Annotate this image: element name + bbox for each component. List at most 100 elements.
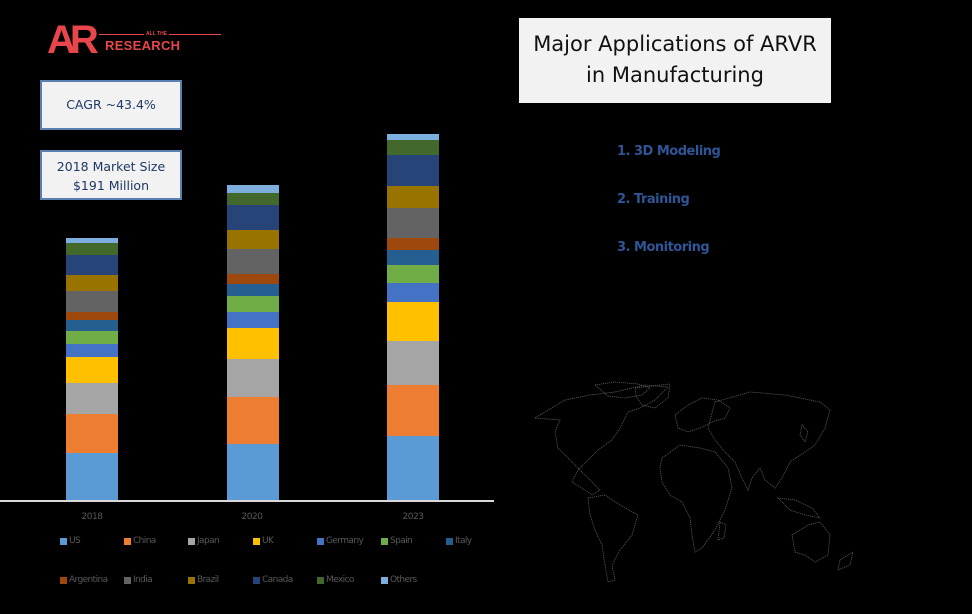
bar-segment-us	[66, 453, 118, 500]
legend-item-uk: UK	[253, 536, 274, 546]
world-map-icon	[533, 381, 854, 583]
application-item: 1. 3D Modeling	[617, 144, 721, 159]
legend-label: China	[133, 536, 156, 546]
legend-row: Argentina India Brazil Canada Mexico Others	[60, 575, 500, 614]
bar-segment-japan	[387, 341, 439, 385]
legend-row: US China Japan UK Germany Spain Italy	[60, 536, 500, 575]
market-size-label: 2018 Market Size	[56, 159, 166, 174]
legend-label: India	[133, 575, 153, 585]
bar-segment-india	[66, 291, 118, 312]
title-line-1: Major Applications of ARVR	[533, 32, 817, 56]
x-tick-label: 2018	[81, 512, 103, 522]
bar-segment-uk	[387, 302, 439, 341]
bar-segment-italy	[387, 250, 439, 265]
legend-swatch	[446, 537, 453, 545]
market-size-value: $191 Million	[72, 178, 150, 193]
bar-segment-germany	[66, 344, 118, 357]
bar-segment-others	[227, 185, 279, 193]
legend-swatch	[253, 576, 260, 584]
application-item: 2. Training	[617, 192, 690, 207]
bar-segment-mexico	[387, 140, 439, 155]
bar-segment-uk	[227, 328, 279, 359]
applications-list: 1. 3D Modeling 2. Training 3. Monitoring	[617, 140, 721, 284]
bar-segment-argentina	[66, 312, 118, 320]
bar-segment-others	[387, 134, 439, 140]
legend-item-us: US	[60, 536, 81, 546]
legend-item-italy: Italy	[446, 536, 472, 546]
legend-swatch	[124, 537, 131, 545]
bar-segment-canada	[387, 155, 439, 186]
stacked-bar-chart: 2018 2020 2023 US China Japan UK Germany Spai…	[0, 134, 500, 614]
logo-tagline: ALL THE	[144, 31, 170, 37]
bar-segment-us	[387, 436, 439, 500]
bar-segment-brazil	[387, 186, 439, 208]
legend-item-argentina: Argentina	[60, 575, 108, 585]
bar-segment-china	[387, 385, 439, 436]
legend-label: Others	[390, 575, 417, 585]
bar-2020	[227, 185, 279, 500]
legend-item-germany: Germany	[317, 536, 364, 546]
legend-swatch	[317, 537, 324, 545]
legend-label: US	[69, 536, 81, 546]
legend-swatch	[253, 537, 260, 545]
bar-segment-japan	[227, 359, 279, 397]
legend-item-brazil: Brazil	[188, 575, 219, 585]
bar-segment-others	[66, 238, 118, 243]
logo: AR ALL THE RESEARCH	[47, 18, 221, 64]
legend-swatch	[60, 576, 67, 584]
bar-segment-germany	[227, 312, 279, 328]
legend-swatch	[381, 576, 388, 584]
bar-segment-mexico	[227, 193, 279, 205]
bar-segment-argentina	[387, 238, 439, 250]
legend-swatch	[317, 576, 324, 584]
legend-swatch	[381, 537, 388, 545]
title-line-2: in Manufacturing	[586, 63, 764, 87]
bar-segment-italy	[66, 320, 118, 331]
logo-wordmark: RESEARCH	[105, 38, 181, 53]
legend-label: UK	[262, 536, 274, 546]
legend-label: Spain	[390, 536, 413, 546]
bar-segment-india	[227, 249, 279, 274]
legend-item-canada: Canada	[253, 575, 293, 585]
bar-segment-italy	[227, 284, 279, 296]
logo-mark: AR	[47, 18, 99, 62]
legend-item-spain: Spain	[381, 536, 413, 546]
bar-segment-argentina	[227, 274, 279, 284]
legend-label: Mexico	[326, 575, 354, 585]
legend-swatch	[188, 576, 195, 584]
legend-item-mexico: Mexico	[317, 575, 354, 585]
legend-label: Japan	[197, 536, 220, 546]
bar-segment-canada	[227, 205, 279, 230]
cagr-text: CAGR ~43.4%	[66, 97, 156, 112]
legend-label: Argentina	[69, 575, 108, 585]
legend-item-others: Others	[381, 575, 417, 585]
x-tick-label: 2020	[241, 512, 263, 522]
bar-segment-india	[387, 208, 439, 238]
bar-segment-uk	[66, 357, 118, 383]
bar-segment-brazil	[66, 275, 118, 291]
bar-segment-germany	[387, 283, 439, 302]
bar-segment-china	[66, 414, 118, 453]
bar-segment-canada	[66, 255, 118, 275]
legend-item-china: China	[124, 536, 156, 546]
bar-segment-brazil	[227, 230, 279, 249]
legend-label: Italy	[455, 536, 472, 546]
legend-swatch	[188, 537, 195, 545]
legend-swatch	[60, 537, 67, 545]
legend-item-india: India	[124, 575, 153, 585]
application-item: 3. Monitoring	[617, 240, 710, 255]
legend-label: Canada	[262, 575, 293, 585]
x-axis-line	[0, 500, 494, 502]
bar-segment-spain	[66, 331, 118, 344]
legend-item-japan: Japan	[188, 536, 220, 546]
cagr-box: CAGR ~43.4%	[40, 80, 182, 130]
chart-legend: US China Japan UK Germany Spain Italy Argentin…	[60, 536, 500, 614]
x-tick-label: 2023	[402, 512, 424, 522]
bar-2023	[387, 134, 439, 500]
bar-segment-mexico	[66, 243, 118, 255]
bar-segment-spain	[227, 296, 279, 312]
bar-segment-us	[227, 444, 279, 500]
bar-segment-spain	[387, 265, 439, 283]
bar-segment-japan	[66, 383, 118, 414]
legend-label: Germany	[326, 536, 364, 546]
